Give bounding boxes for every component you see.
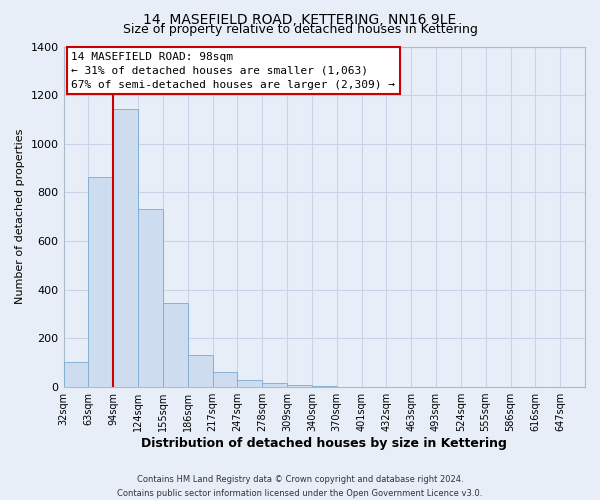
Bar <box>212 372 238 387</box>
Bar <box>238 380 262 387</box>
Text: 14 MASEFIELD ROAD: 98sqm
← 31% of detached houses are smaller (1,063)
67% of sem: 14 MASEFIELD ROAD: 98sqm ← 31% of detach… <box>71 52 395 90</box>
Bar <box>287 384 312 387</box>
Bar <box>163 303 188 387</box>
Bar <box>262 384 287 387</box>
Y-axis label: Number of detached properties: Number of detached properties <box>15 129 25 304</box>
Text: 14, MASEFIELD ROAD, KETTERING, NN16 9LE: 14, MASEFIELD ROAD, KETTERING, NN16 9LE <box>143 12 457 26</box>
Bar <box>64 362 88 387</box>
Bar <box>312 386 337 387</box>
Text: Size of property relative to detached houses in Kettering: Size of property relative to detached ho… <box>122 22 478 36</box>
Bar <box>88 176 113 387</box>
Bar <box>138 210 163 387</box>
Bar <box>113 108 138 387</box>
Bar <box>188 356 212 387</box>
X-axis label: Distribution of detached houses by size in Kettering: Distribution of detached houses by size … <box>142 437 507 450</box>
Text: Contains HM Land Registry data © Crown copyright and database right 2024.
Contai: Contains HM Land Registry data © Crown c… <box>118 476 482 498</box>
